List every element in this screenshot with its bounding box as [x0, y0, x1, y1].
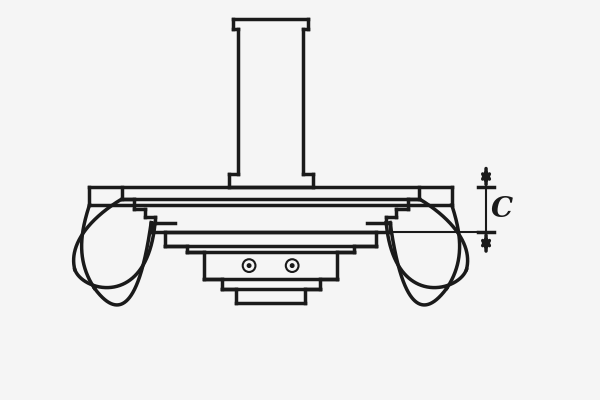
- Text: C: C: [491, 196, 513, 223]
- Circle shape: [247, 264, 251, 267]
- Circle shape: [290, 264, 294, 267]
